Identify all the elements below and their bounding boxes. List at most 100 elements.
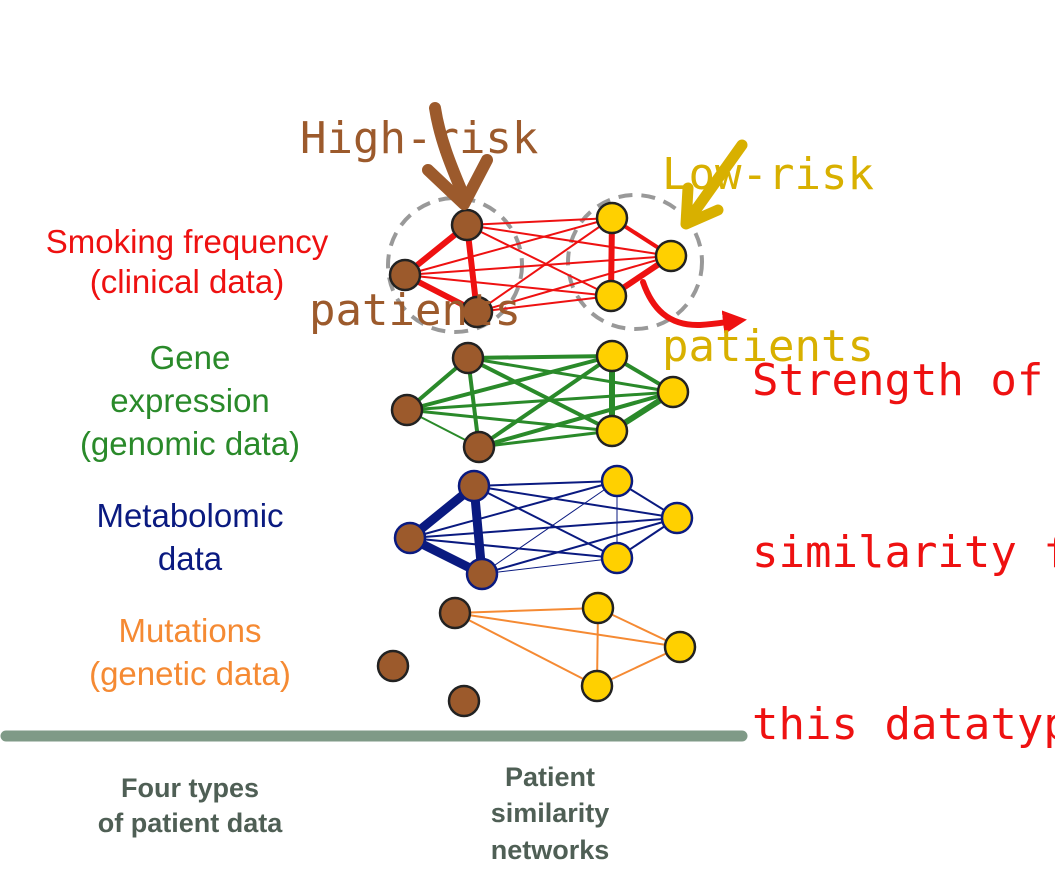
layer-label-mutations: Mutations (genetic data): [40, 610, 340, 696]
layer-label-clinical: Smoking frequency (clinical data): [12, 222, 362, 303]
metabolomic-nodes: [393, 464, 694, 591]
mutations-edge-h1-l2: [454, 612, 681, 648]
clinical-low-risk-patient-node: [594, 279, 628, 313]
metabolomic-edge-h1-l3: [473, 485, 618, 559]
genomic-edge-h3-l3: [477, 429, 614, 449]
layer-label-genomic-line-3: (genomic data): [79, 424, 301, 462]
clinical-nodes: [388, 201, 688, 329]
mutations-high-risk-patient-node: [447, 684, 481, 718]
layer-mutations-network: [376, 591, 697, 718]
low-risk-group-circle: [566, 193, 704, 331]
metabolomic-high-risk-patient-node: [393, 521, 427, 555]
layer-label-clinical-line-1: Smoking frequency: [45, 223, 329, 260]
clinical-edge-h1-l3: [466, 224, 612, 297]
layer-label-genomic-line-2: expression: [110, 381, 270, 419]
footer-right-label: Patient similarity networks: [420, 759, 680, 868]
low-risk-line-1: Low-risk: [662, 149, 874, 201]
genomic-edge-h1-l2: [466, 356, 675, 394]
metabolomic-low-risk-patient-node: [600, 541, 634, 575]
metabolomic-edge-h3-l3: [481, 557, 618, 575]
genomic-high-risk-patient-node: [451, 341, 485, 375]
metabolomic-edge-h3-l1: [481, 480, 618, 575]
layer-label-metabolomic: Metabolomic data: [40, 495, 340, 581]
layer-label-genomic: Gene expression (genomic data): [40, 337, 340, 466]
metabolomic-low-risk-patient-node: [660, 501, 694, 535]
genomic-edge-h1-l1: [466, 354, 614, 360]
genomic-edge-h3-l2: [477, 390, 675, 449]
clinical-low-risk-patient-node: [654, 239, 688, 273]
genomic-edge-h2-l3: [405, 408, 614, 433]
mutations-low-risk-patient-node: [580, 669, 614, 703]
high-risk-annotation: High-risk patients: [300, 0, 539, 396]
genomic-edge-h2-l2: [405, 390, 675, 412]
mutations-nodes: [376, 591, 697, 718]
mutations-edges: [454, 607, 681, 687]
metabolomic-low-risk-patient-node: [600, 464, 634, 498]
mutations-edge-h1-l3: [454, 612, 598, 687]
mutations-edge-h1-l1: [454, 607, 599, 614]
strength-line-2: similarity for: [752, 526, 1055, 578]
layer-clinical-network: [386, 193, 704, 334]
low-risk-arrow: [680, 139, 748, 230]
clinical-low-risk-patient-node: [595, 201, 629, 235]
metabolomic-high-risk-patient-node: [465, 557, 499, 591]
genomic-edge-h3-l1: [477, 354, 614, 449]
metabolomic-edge-h1-l2: [473, 485, 678, 519]
layer-metabolomic-network: [393, 464, 694, 591]
strength-annotation: Strength of similarity for this datatype: [752, 238, 1055, 810]
clinical-high-risk-patient-node: [450, 208, 484, 242]
strength-arrow: [640, 279, 747, 335]
footer-left-label: Four types of patient data: [40, 771, 340, 841]
footer-right-line-2: similarity: [490, 798, 610, 829]
layer-label-metabolomic-line-2: data: [157, 539, 223, 577]
low-risk-line-2: patients: [662, 320, 874, 372]
low-risk-annotation: Low-risk patients: [658, 32, 878, 432]
metabolomic-edges: [405, 480, 678, 579]
genomic-low-risk-patient-node: [656, 375, 690, 409]
high-risk-arrow: [422, 102, 493, 210]
layer-label-metabolomic-line-1: Metabolomic: [96, 497, 284, 534]
strength-line-1: Strength of: [752, 355, 1044, 407]
mutations-low-risk-patient-node: [581, 591, 615, 625]
high-risk-group-circle: [386, 196, 524, 334]
genomic-low-risk-patient-node: [595, 339, 629, 373]
clinical-edge-h3-l1: [476, 217, 613, 313]
high-risk-line-2: patients: [309, 284, 521, 336]
genomic-high-risk-patient-node: [462, 430, 496, 464]
mutations-low-risk-patient-node: [663, 630, 697, 664]
layer-label-clinical-line-2: (clinical data): [89, 263, 285, 301]
metabolomic-edge-h3-l2: [481, 517, 678, 575]
footer-left-line-1: Four types: [120, 773, 260, 803]
mutations-high-risk-patient-node: [376, 649, 410, 683]
mutations-high-risk-patient-node: [438, 596, 472, 630]
metabolomic-edge-h1-l1: [473, 480, 618, 487]
high-risk-line-1: High-risk: [300, 113, 539, 165]
clinical-high-risk-patient-node: [388, 258, 422, 292]
clinical-edge-h2-l2: [404, 255, 672, 276]
clinical-edge-h2-l3: [404, 274, 612, 297]
metabolomic-edge-h2-l2: [409, 517, 678, 539]
clinical-high-risk-patient-node: [460, 295, 494, 329]
metabolomic-edge-h2-l1: [409, 480, 618, 539]
footer-right-line-3: networks: [490, 834, 610, 865]
clinical-edge-h1-l1: [466, 217, 613, 226]
clinical-edge-h2-l1: [404, 217, 613, 276]
clinical-edge-h3-l3: [476, 295, 612, 313]
clinical-edge-h1-l2: [466, 224, 672, 257]
genomic-nodes: [390, 339, 690, 464]
genomic-edge-h1-l3: [466, 356, 614, 433]
genomic-edge-h2-l1: [405, 354, 614, 412]
layer-label-mutations-line-2: (genetic data): [89, 654, 291, 692]
layer-label-genomic-line-1: Gene: [149, 339, 231, 376]
metabolomic-edge-h2-l3: [409, 537, 618, 559]
footer-left-line-2: of patient data: [97, 808, 283, 839]
footer-right-line-1: Patient: [504, 762, 596, 792]
clinical-edge-h3-l2: [476, 255, 672, 313]
layer-genomic-network: [390, 339, 690, 464]
genomic-low-risk-patient-node: [595, 414, 629, 448]
genomic-high-risk-patient-node: [390, 393, 424, 427]
metabolomic-high-risk-patient-node: [457, 469, 491, 503]
strength-line-3: this datatype: [752, 698, 1055, 750]
layer-label-mutations-line-1: Mutations: [118, 612, 262, 649]
